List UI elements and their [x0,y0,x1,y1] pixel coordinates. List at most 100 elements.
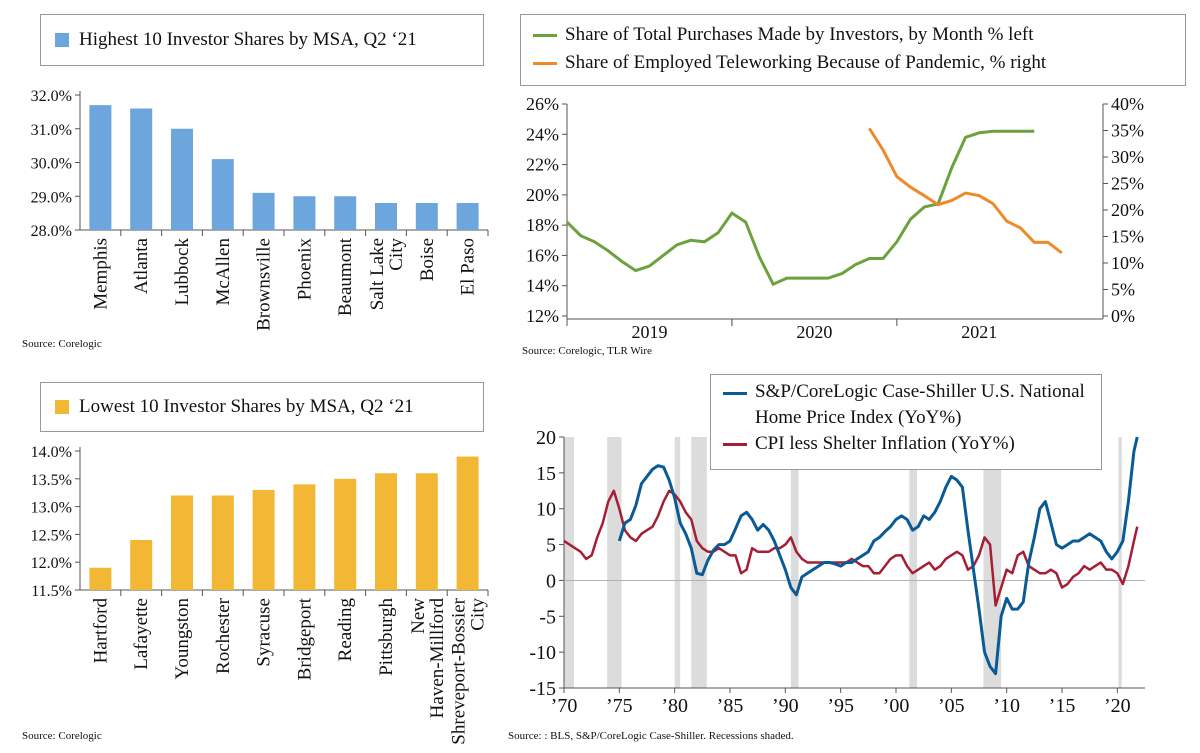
x-tick-label: Rochester [213,597,234,674]
left-tick-label: 24% [526,124,559,144]
y-tick-label: -5 [539,606,556,628]
recession-band [691,437,707,688]
bar-syracuse [252,489,275,590]
bar-youngston [171,495,193,590]
legend-investor-purchases: Share of Total Purchases Made by Investo… [565,24,1034,45]
recession-band [564,437,574,688]
series-teleworking-line [868,127,1063,255]
x-tick-label: McAllen [213,238,234,306]
bar-mcallen [211,159,234,230]
y-tick-label: 32.0% [31,88,72,105]
bar-reading [334,478,357,590]
recession-band [1118,437,1122,688]
legend-line-navy [723,392,747,395]
left-tick-label: 14% [526,276,559,296]
x-tick-label: Hartford [90,598,111,664]
x-tick-label: ’00 [883,695,910,717]
y-tick-label: -10 [529,642,556,664]
legend-cpi-less-shelter: CPI less Shelter Inflation (YoY%) [755,433,1015,454]
y-tick-label: 20 [536,427,556,449]
legend-swatch-gold [55,400,69,414]
bar-new-haven-millford [415,473,438,590]
series-case-shiller-line [617,436,1139,676]
bar-memphis [89,105,112,230]
x-tick-label: Phoenix [294,238,315,301]
source-bottom-right: Source: : BLS, S&P/CoreLogic Case-Shille… [508,730,794,742]
source-bottom-left: Source: Corelogic [22,730,102,742]
legend-line-red [723,442,747,446]
x-tick-label: Brownsville [254,238,275,331]
left-tick-label: 18% [526,215,559,235]
x-tick-label: ’90 [772,695,799,717]
x-tick-label: Lubbock [172,238,193,306]
x-tick-label: ’15 [1049,695,1076,717]
x-tick-label: NewHaven-Millford [408,598,448,719]
bar-bridgeport [293,484,316,590]
bar-beaumont [334,196,357,230]
bar-shreveport-bossier-city [456,456,479,590]
legend-line-orange [533,61,557,65]
x-tick-label: Lafayette [131,598,152,670]
legend-highest-10: Highest 10 Investor Shares by MSA, Q2 ‘2… [40,14,484,66]
y-tick-label: 0 [546,570,556,592]
y-tick-label: 29.0% [31,189,72,206]
bar-boise [415,203,438,230]
y-tick-label: 14.0% [31,444,72,461]
legend-case-shiller: S&P/CoreLogic Case-Shiller U.S. National… [755,381,1085,428]
right-tick-label: 25% [1111,174,1144,194]
right-tick-label: 10% [1111,253,1144,273]
right-tick-label: 0% [1111,306,1135,326]
recession-band [674,437,681,688]
bar-el-paso [456,203,479,230]
x-tick-label-line: City [468,598,489,631]
chart-title-highest: Highest 10 Investor Shares by MSA, Q2 ‘2… [79,29,417,50]
recession-band [790,437,799,688]
x-tick-label: Boise [417,238,438,281]
x-tick-label: 2019 [631,322,667,342]
legend-lowest-10: Lowest 10 Investor Shares by MSA, Q2 ‘21 [40,382,484,432]
bar-rochester [211,495,234,590]
y-tick-label: 13.0% [31,500,72,517]
recession-band [909,437,918,688]
x-tick-label: ’80 [661,695,688,717]
y-tick-label: 13.5% [31,472,72,489]
x-tick-label: 2020 [796,322,832,342]
legend-line-green [533,33,557,37]
bar-atlanta [130,108,153,230]
right-tick-label: 30% [1111,147,1144,167]
bar-salt-lake-city [375,203,397,230]
x-tick-label: Pittsburgh [376,598,397,676]
right-tick-label: 20% [1111,200,1144,220]
x-tick-label: Bridgeport [294,597,315,680]
x-tick-label-line: New [408,598,429,634]
legend-teleworking: Share of Employed Teleworking Because of… [565,52,1047,73]
x-tick-label: ’70 [551,695,578,717]
bar-brownsville [252,192,275,230]
y-tick-label: -15 [529,678,556,700]
x-tick-label: Shreveport-BossierCity [449,597,489,744]
x-tick-label: ’75 [606,695,633,717]
y-tick-label: 31.0% [31,122,72,139]
bar-lubbock [171,128,193,230]
right-tick-label: 35% [1111,121,1144,141]
left-tick-label: 20% [526,185,559,205]
x-tick-label: Syracuse [254,598,275,667]
y-tick-label: 12.0% [31,555,72,572]
x-tick-label: Salt LakeCity [367,238,407,311]
left-tick-label: 26% [526,94,559,114]
x-tick-label: ’10 [993,695,1020,717]
x-tick-label-line: Salt Lake [367,238,388,310]
legend-home-price-cpi: S&P/CoreLogic Case-Shiller U.S. National… [710,374,1102,470]
x-tick-label: ’95 [827,695,854,717]
source-top-right: Source: Corelogic, TLR Wire [522,345,652,357]
right-tick-label: 40% [1111,94,1144,114]
left-tick-label: 16% [526,245,559,265]
y-tick-label: 12.5% [31,527,72,544]
x-tick-label: Beaumont [335,237,356,316]
y-tick-label: 11.5% [31,583,72,600]
left-tick-label: 22% [526,155,559,175]
x-tick-label-line: Haven-Millford [427,598,448,719]
x-tick-label-line: City [386,238,407,271]
legend-swatch-blue [55,33,69,47]
x-tick-label: Youngston [172,598,193,680]
